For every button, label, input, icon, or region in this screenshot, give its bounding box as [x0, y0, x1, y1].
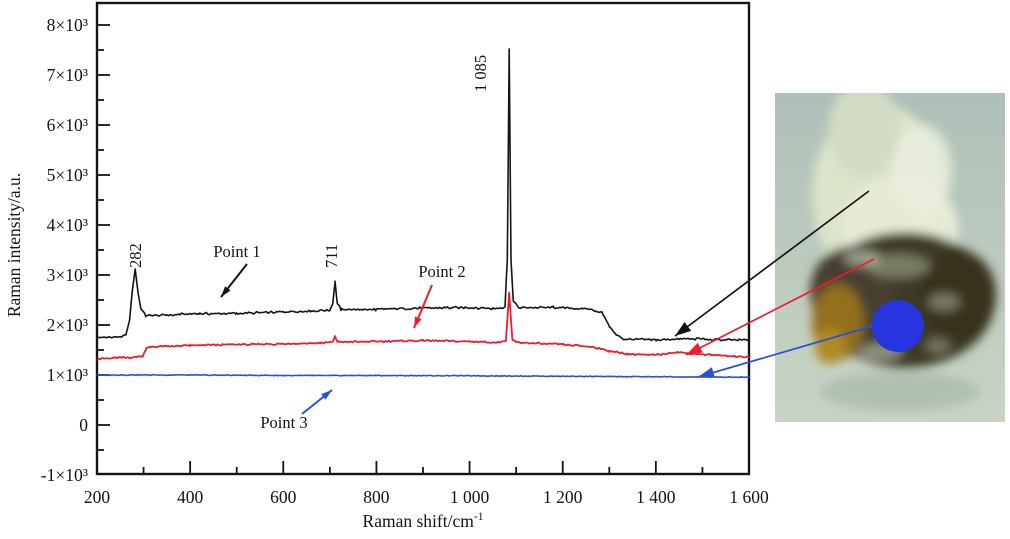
axes: 8×10³ 7×10³ 6×10³ 5×10³ 4×10³ 3×10³ 2×10³ 1×10³…: [4, 1, 769, 531]
spectrum-curve-point-1: [96, 48, 750, 342]
y-axis-tick-label: 8×10³: [47, 15, 88, 35]
x-axis-title: Raman shift/cm-1: [363, 511, 484, 531]
y-axis-tick-label: 0: [79, 415, 88, 435]
connector-arrow-point-3: [697, 325, 874, 378]
y-axis-tick-label: 4×10³: [47, 215, 88, 235]
spectrum-curve-point-3: [96, 373, 750, 379]
y-axis-tick-label: -1×10³: [41, 465, 88, 485]
annotation-arrow-point-1: [220, 263, 248, 298]
x-axis-tick-label: 1 400: [636, 487, 676, 507]
x-axis-tick-label: 600: [270, 487, 297, 507]
y-axis-tick-label: 7×10³: [47, 65, 88, 85]
annotation-point-3: Point 3: [260, 413, 307, 432]
y-axis-tick-label: 1×10³: [47, 365, 88, 385]
y-axis-title: Raman intensity/a.u.: [4, 173, 24, 317]
connector-arrow-point-1: [674, 190, 870, 337]
y-axis-tick-label: 2×10³: [47, 315, 88, 335]
connector-arrow-point-2: [685, 258, 875, 356]
plot-border: [95, 1, 751, 476]
x-axis-tick-label: 1 600: [729, 487, 769, 507]
spectrum-curve-point-2: [96, 291, 750, 361]
x-axis-tick-label: 200: [84, 487, 111, 507]
annotation-point-2: Point 2: [418, 262, 465, 281]
peak-label-1085: 1 085: [471, 55, 490, 92]
x-axis-tick-label: 1 000: [450, 487, 490, 507]
x-axis-tick-label: 400: [177, 487, 204, 507]
y-axis-tick-label: 6×10³: [47, 115, 88, 135]
x-axis-tick-label: 1 200: [543, 487, 583, 507]
sampling-spot-marker: [872, 300, 924, 352]
y-axis-tick-label: 5×10³: [47, 165, 88, 185]
x-axis-tick-label: 800: [363, 487, 390, 507]
peak-label-711: 711: [322, 244, 341, 268]
annotation-arrow-point-3: [301, 389, 333, 415]
specimen-blobs: [810, 93, 996, 412]
annotation-point-1: Point 1: [213, 242, 260, 261]
specimen-photo: [775, 93, 1005, 422]
y-axis-tick-label: 3×10³: [47, 265, 88, 285]
peak-label-282: 282: [126, 243, 145, 268]
annotation-arrow-point-2: [413, 284, 433, 329]
